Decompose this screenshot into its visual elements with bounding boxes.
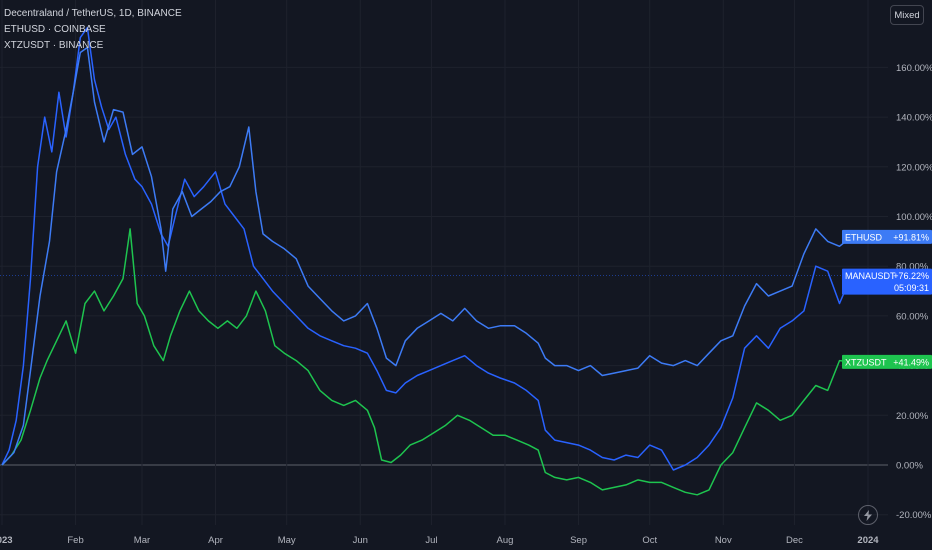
x-tick-label: Sep [570, 535, 587, 546]
y-tick-label: 0.00% [896, 461, 923, 472]
price-tag-manausdt [842, 268, 932, 295]
price-tag-xtzusdt [842, 354, 932, 369]
x-axis[interactable]: 2023 Feb Mar Apr May Jun Jul Aug Sep Oct Nov Dec 202… [0, 535, 879, 546]
legend-compare-xtz[interactable]: XTZUSDT · BINANCE [4, 40, 104, 51]
x-tick-label: Jul [425, 535, 437, 546]
price-tag-value: +41.49% [893, 357, 929, 367]
y-tick-label: 140.00% [896, 113, 932, 124]
price-tag-symbol: ETHUSD [845, 232, 883, 242]
y-tick-label: -20.00% [896, 510, 932, 521]
y-tick-label: 120.00% [896, 162, 932, 173]
y-tick-label: 20.00% [896, 411, 929, 422]
series-line-manausdt [1, 26, 853, 471]
x-tick-label: 2024 [857, 535, 879, 546]
x-tick-label: Aug [497, 535, 514, 546]
chart-legend: Decentraland / TetherUS, 1D, BINANCE ETH… [4, 6, 182, 54]
series-line-ethusd [1, 46, 852, 466]
x-tick-label: Oct [642, 535, 657, 546]
grid-lines [0, 0, 888, 525]
price-tag-ethusd [842, 229, 932, 244]
x-tick-label: Mar [134, 535, 150, 546]
scale-mode-button[interactable]: Mixed [890, 5, 924, 25]
x-tick-label: May [278, 535, 296, 546]
price-tag-symbol: MANAUSDT [845, 271, 896, 281]
x-tick-label: Nov [715, 535, 732, 546]
y-tick-label: 100.00% [896, 212, 932, 223]
legend-compare-eth[interactable]: ETHUSD · COINBASE [4, 24, 106, 35]
price-tag-value: +76.22% [893, 271, 929, 281]
price-tag-value: +91.81% [893, 232, 929, 242]
price-tag-symbol: XTZUSDT [845, 357, 887, 367]
bolt-icon[interactable] [858, 505, 878, 525]
x-tick-label: 2023 [0, 535, 13, 546]
price-tag-countdown: 05:09:31 [894, 283, 929, 293]
series-line-xtzusdt [1, 228, 852, 496]
x-tick-label: Dec [786, 535, 803, 546]
x-tick-label: Apr [208, 535, 223, 546]
x-tick-label: Jun [353, 535, 368, 546]
y-tick-label: 80.00% [896, 262, 929, 273]
y-tick-label: 160.00% [896, 63, 932, 74]
legend-main-symbol[interactable]: Decentraland / TetherUS, 1D, BINANCE [4, 8, 182, 19]
y-tick-label: 60.00% [896, 311, 929, 322]
series-layer [1, 26, 853, 496]
x-tick-label: Feb [67, 535, 83, 546]
price-labels: ETHUSD +91.81% MANAUSDT+76.22% 05:09:31 XTZU… [0, 229, 932, 369]
